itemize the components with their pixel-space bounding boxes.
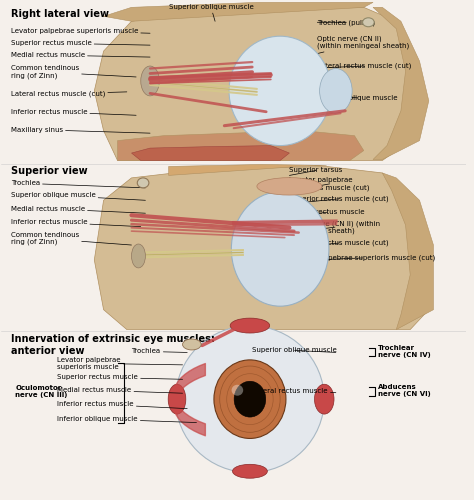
Text: Levator palpebrae superioris muscle (cut): Levator palpebrae superioris muscle (cut… xyxy=(290,254,436,261)
Text: Lateral rectus muscle (cut): Lateral rectus muscle (cut) xyxy=(317,63,411,70)
Text: Inferior rectus muscle: Inferior rectus muscle xyxy=(11,109,136,116)
Text: Trochlea: Trochlea xyxy=(131,348,187,354)
Polygon shape xyxy=(383,173,433,330)
Text: Optic nerve (CN II)
(within meningeal sheath): Optic nerve (CN II) (within meningeal sh… xyxy=(317,35,410,54)
Ellipse shape xyxy=(182,339,201,350)
Ellipse shape xyxy=(363,18,374,26)
Text: Levator palpebrae
superioris muscle: Levator palpebrae superioris muscle xyxy=(57,357,182,370)
Ellipse shape xyxy=(141,66,159,96)
Text: Medial rectus muscle: Medial rectus muscle xyxy=(11,52,150,58)
Text: Superior tarsus: Superior tarsus xyxy=(290,168,343,175)
Polygon shape xyxy=(94,166,429,330)
Ellipse shape xyxy=(233,464,267,478)
Text: Innervation of extrinsic eye muscles:
anterior view: Innervation of extrinsic eye muscles: an… xyxy=(11,334,215,356)
Text: Lateral rectus muscle (cut): Lateral rectus muscle (cut) xyxy=(11,90,127,97)
Text: Superior rectus muscle: Superior rectus muscle xyxy=(57,374,182,380)
Text: Trochlear
nerve (CN IV): Trochlear nerve (CN IV) xyxy=(378,345,430,358)
Text: Inferior oblique muscle: Inferior oblique muscle xyxy=(57,416,197,422)
Ellipse shape xyxy=(232,384,243,396)
Text: Maxillary sinus: Maxillary sinus xyxy=(11,126,150,133)
Polygon shape xyxy=(94,6,419,160)
Text: Abducens
nerve (CN VI): Abducens nerve (CN VI) xyxy=(378,384,430,397)
Ellipse shape xyxy=(257,178,322,195)
Polygon shape xyxy=(131,146,290,160)
Text: Right lateral view: Right lateral view xyxy=(11,9,109,19)
Text: Oculomotor
nerve (CN III): Oculomotor nerve (CN III) xyxy=(15,385,68,398)
Text: Medial rectus muscle: Medial rectus muscle xyxy=(57,387,182,393)
Polygon shape xyxy=(118,130,364,160)
Ellipse shape xyxy=(214,360,286,438)
Ellipse shape xyxy=(175,326,324,472)
Text: Inferior rectus muscle: Inferior rectus muscle xyxy=(57,401,187,408)
Ellipse shape xyxy=(319,68,352,114)
Ellipse shape xyxy=(168,384,186,414)
Ellipse shape xyxy=(137,178,149,188)
Text: Superior oblique muscle: Superior oblique muscle xyxy=(252,348,337,354)
Text: Levator palpebrae
superioris muscle (cut): Levator palpebrae superioris muscle (cut… xyxy=(290,177,370,192)
Text: Superior view: Superior view xyxy=(11,166,87,176)
Text: Common tendinous
ring (of Zinn): Common tendinous ring (of Zinn) xyxy=(11,232,131,245)
Text: Superior rectus muscle: Superior rectus muscle xyxy=(11,40,150,46)
Ellipse shape xyxy=(231,192,329,306)
Ellipse shape xyxy=(229,36,331,146)
Text: Trochlea (pulley): Trochlea (pulley) xyxy=(317,19,375,26)
Text: Medial rectus muscle: Medial rectus muscle xyxy=(11,206,146,213)
Text: Optic nerve (CN II) (within
meningeal sheath): Optic nerve (CN II) (within meningeal sh… xyxy=(290,220,381,234)
Text: Trochlea: Trochlea xyxy=(11,180,146,188)
Text: Common tendinous
ring (of Zinn): Common tendinous ring (of Zinn) xyxy=(11,65,136,78)
Text: Superior oblique muscle: Superior oblique muscle xyxy=(11,192,146,200)
Ellipse shape xyxy=(315,384,334,414)
Text: Inferior rectus muscle: Inferior rectus muscle xyxy=(11,219,141,226)
Ellipse shape xyxy=(230,318,270,333)
Text: Lateral rectus muscle: Lateral rectus muscle xyxy=(252,388,336,394)
Text: Inferior oblique muscle: Inferior oblique muscle xyxy=(317,95,398,101)
Ellipse shape xyxy=(234,382,266,417)
Text: Levator palpebrae superioris muscle: Levator palpebrae superioris muscle xyxy=(11,28,150,34)
Polygon shape xyxy=(373,8,429,160)
Polygon shape xyxy=(169,164,327,175)
Text: Superior oblique muscle: Superior oblique muscle xyxy=(169,4,254,21)
Text: Superior rectus muscle (cut): Superior rectus muscle (cut) xyxy=(290,196,389,204)
Text: Superior rectus muscle (cut): Superior rectus muscle (cut) xyxy=(290,240,389,248)
Ellipse shape xyxy=(131,244,146,268)
Polygon shape xyxy=(104,2,373,22)
Text: Lateral rectus muscle: Lateral rectus muscle xyxy=(290,209,365,217)
